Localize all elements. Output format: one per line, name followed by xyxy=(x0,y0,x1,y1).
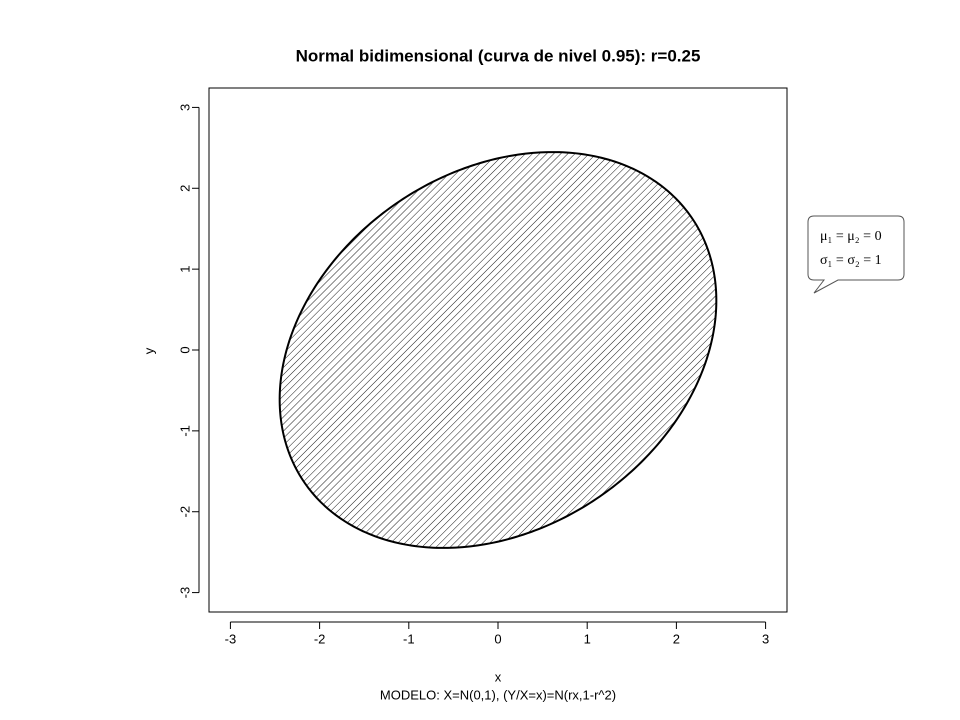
y-tick-label: -1 xyxy=(177,425,192,437)
y-tick-label: 1 xyxy=(177,266,192,273)
contour xyxy=(278,151,718,549)
callout xyxy=(807,215,905,294)
y-tick-label: 3 xyxy=(177,104,192,111)
annotation: σ₁ = σ₂ = 1 xyxy=(820,253,882,268)
chart-title: Normal bidimensional (curva de nivel 0.9… xyxy=(296,46,701,65)
x-tick-label: 2 xyxy=(673,631,680,646)
y-tick-label: -3 xyxy=(177,587,192,599)
annotation: μ₁ = μ₂ = 0 xyxy=(820,229,882,244)
y-tick-label: 2 xyxy=(177,185,192,192)
x-tick-label: -1 xyxy=(403,631,415,646)
y-axis-label: y xyxy=(141,347,156,354)
x-tick-label: 3 xyxy=(762,631,769,646)
x-tick-label: -3 xyxy=(225,631,237,646)
plot-frame xyxy=(208,87,788,613)
y-tick-label: 0 xyxy=(177,346,192,353)
subtitle: MODELO: X=N(0,1), (Y/X=x)=N(rx,1-r^2) xyxy=(380,687,616,702)
x-axis-label: x xyxy=(495,669,502,684)
x-tick-label: -2 xyxy=(314,631,326,646)
y-tick-label: -2 xyxy=(177,506,192,518)
x-tick-label: 1 xyxy=(584,631,591,646)
x-tick-label: 0 xyxy=(494,631,501,646)
